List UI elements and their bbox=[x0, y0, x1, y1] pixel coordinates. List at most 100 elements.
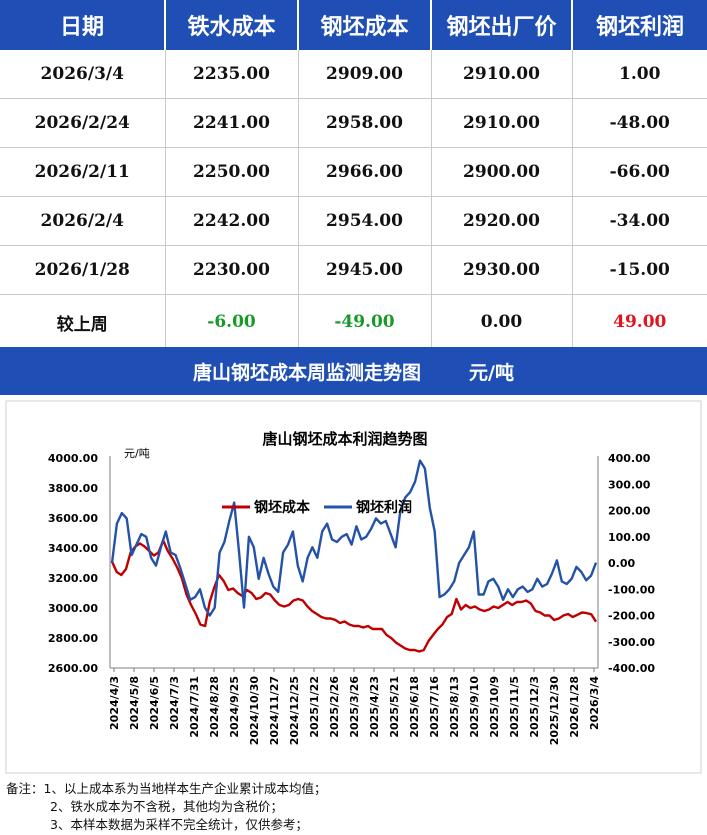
left-tick-label: 3400.00 bbox=[48, 542, 98, 555]
table-row: 2026/2/4 2242.00 2954.00 2920.00 -34.00 bbox=[0, 196, 707, 246]
cell-billet-cost: 2945.00 bbox=[298, 245, 432, 295]
chart-title: 唐山钢坯成本利润趋势图 bbox=[262, 430, 427, 448]
left-tick-label: 3000.00 bbox=[48, 602, 98, 615]
banner-unit: 元/吨 bbox=[469, 361, 514, 384]
x-tick-label: 2024/11/27 bbox=[268, 676, 281, 745]
x-tick-label: 2025/1/22 bbox=[308, 676, 321, 738]
cost-table: 日期 铁水成本 钢坯成本 钢坯出厂价 钢坯利润 2026/3/4 2235.00… bbox=[0, 0, 707, 349]
left-tick-label: 3200.00 bbox=[48, 572, 98, 585]
x-tick-label: 2024/4/3 bbox=[108, 676, 121, 730]
change-hot-metal-cost: -6.00 bbox=[165, 294, 299, 349]
cell-billet-cost: 2958.00 bbox=[298, 98, 432, 148]
x-tick-label: 2025/8/13 bbox=[448, 676, 461, 738]
cell-billet-profit: -34.00 bbox=[572, 196, 707, 246]
left-tick-label: 2600.00 bbox=[48, 662, 98, 675]
x-tick-label: 2024/5/8 bbox=[128, 676, 141, 730]
cell-date: 2026/1/28 bbox=[0, 245, 166, 295]
cell-billet-price: 2900.00 bbox=[431, 147, 573, 197]
change-row: 较上周 -6.00 -49.00 0.00 49.00 bbox=[0, 294, 707, 349]
table-row: 2026/3/4 2235.00 2909.00 2910.00 1.00 bbox=[0, 50, 707, 99]
right-tick-label: 400.00 bbox=[608, 452, 651, 465]
x-tick-label: 2024/7/3 bbox=[168, 676, 181, 730]
cell-date: 2026/2/4 bbox=[0, 196, 166, 246]
right-tick-label: -100.00 bbox=[608, 583, 655, 596]
right-tick-label: 0.00 bbox=[608, 557, 635, 570]
x-tick-label: 2026/3/4 bbox=[588, 676, 601, 730]
x-tick-label: 2024/8/28 bbox=[208, 676, 221, 738]
table-row: 2026/2/11 2250.00 2966.00 2900.00 -66.00 bbox=[0, 147, 707, 197]
header-hot-metal-cost: 铁水成本 bbox=[165, 0, 299, 50]
footnote-3: 3、本样本数据为采样不完全统计，仅供参考； bbox=[50, 817, 308, 832]
table-header-row: 日期 铁水成本 钢坯成本 钢坯出厂价 钢坯利润 bbox=[0, 0, 707, 50]
change-billet-price: 0.00 bbox=[431, 294, 573, 349]
banner-title: 唐山钢坯成本周监测走势图 bbox=[193, 361, 422, 384]
series-line-billet-cost bbox=[110, 539, 598, 653]
x-tick-label: 2025/3/26 bbox=[348, 676, 361, 738]
cell-billet-profit: -66.00 bbox=[572, 147, 707, 197]
change-label: 较上周 bbox=[0, 294, 166, 349]
cell-hot-metal-cost: 2241.00 bbox=[165, 98, 299, 148]
cell-billet-cost: 2909.00 bbox=[298, 50, 432, 99]
right-tick-label: 200.00 bbox=[608, 505, 651, 518]
footnote-2: 2、铁水成本为不含税，其他均为含税价； bbox=[50, 799, 283, 814]
header-billet-cost: 钢坯成本 bbox=[298, 0, 432, 50]
change-billet-profit: 49.00 bbox=[613, 312, 667, 332]
cell-billet-profit: -15.00 bbox=[572, 245, 707, 295]
series-line-billet-profit bbox=[110, 459, 598, 617]
cell-billet-price: 2920.00 bbox=[431, 196, 573, 246]
left-tick-label: 4000.00 bbox=[48, 452, 98, 465]
cell-billet-cost: 2966.00 bbox=[298, 147, 432, 197]
cell-hot-metal-cost: 2230.00 bbox=[165, 245, 299, 295]
x-tick-label: 2025/5/21 bbox=[388, 676, 401, 738]
table-row: 2026/1/28 2230.00 2945.00 2930.00 -15.00 bbox=[0, 245, 707, 295]
cell-date: 2026/2/11 bbox=[0, 147, 166, 197]
x-tick-label: 2024/12/25 bbox=[288, 676, 301, 745]
left-tick-label: 3600.00 bbox=[48, 512, 98, 525]
cell-billet-price: 2930.00 bbox=[431, 245, 573, 295]
right-tick-label: -200.00 bbox=[608, 610, 655, 623]
cell-hot-metal-cost: 2235.00 bbox=[165, 50, 299, 99]
x-tick-label: 2026/1/28 bbox=[568, 676, 581, 738]
legend-label-billet-cost: 钢坯成本 bbox=[254, 499, 311, 516]
cell-hot-metal-cost: 2250.00 bbox=[165, 147, 299, 197]
cell-billet-cost: 2954.00 bbox=[298, 196, 432, 246]
cell-billet-profit: -48.00 bbox=[572, 98, 707, 148]
x-tick-label: 2025/4/23 bbox=[368, 676, 381, 738]
chart-section-banner: 唐山钢坯成本周监测走势图 元/吨 bbox=[0, 347, 707, 395]
right-tick-label: -300.00 bbox=[608, 636, 655, 649]
x-tick-label: 2025/12/30 bbox=[548, 676, 561, 746]
x-tick-label: 2024/9/25 bbox=[228, 676, 241, 738]
legend-label-billet-profit: 钢坯利润 bbox=[356, 499, 412, 516]
x-tick-label: 2025/11/5 bbox=[508, 676, 521, 738]
left-axis-unit: 元/吨 bbox=[124, 447, 150, 460]
right-tick-label: -400.00 bbox=[608, 662, 655, 675]
cell-billet-profit: 1.00 bbox=[572, 50, 707, 99]
left-tick-label: 3800.00 bbox=[48, 482, 98, 495]
x-tick-label: 2025/2/26 bbox=[328, 676, 341, 738]
cell-hot-metal-cost: 2242.00 bbox=[165, 196, 299, 246]
header-billet-price: 钢坯出厂价 bbox=[431, 0, 573, 50]
x-tick-label: 2024/10/30 bbox=[248, 676, 261, 746]
footnote-1: 备注：1、以上成本系为当地样本生产企业累计成本均值； bbox=[6, 781, 327, 796]
footnotes: 备注：1、以上成本系为当地样本生产企业累计成本均值； 2、铁水成本为不含税，其他… bbox=[6, 780, 326, 834]
chart-frame bbox=[5, 400, 702, 774]
x-tick-label: 2025/7/16 bbox=[428, 676, 441, 738]
x-tick-label: 2024/7/31 bbox=[188, 676, 201, 738]
right-tick-label: 100.00 bbox=[608, 531, 651, 544]
left-tick-label: 2800.00 bbox=[48, 632, 98, 645]
x-tick-label: 2025/12/3 bbox=[528, 676, 541, 738]
right-tick-label: 300.00 bbox=[608, 478, 651, 491]
cell-billet-price: 2910.00 bbox=[431, 98, 573, 148]
table-row: 2026/2/24 2241.00 2958.00 2910.00 -48.00 bbox=[0, 98, 707, 148]
change-billet-cost: -49.00 bbox=[298, 294, 432, 349]
cell-billet-price: 2910.00 bbox=[431, 50, 573, 99]
header-date: 日期 bbox=[0, 0, 166, 50]
cell-date: 2026/3/4 bbox=[0, 50, 166, 99]
x-tick-label: 2024/6/5 bbox=[148, 676, 161, 730]
x-tick-label: 2025/6/18 bbox=[408, 676, 421, 738]
cell-date: 2026/2/24 bbox=[0, 98, 166, 148]
x-tick-label: 2025/10/9 bbox=[488, 676, 501, 738]
x-tick-label: 2025/9/10 bbox=[468, 676, 481, 738]
header-billet-profit: 钢坯利润 bbox=[572, 0, 707, 50]
